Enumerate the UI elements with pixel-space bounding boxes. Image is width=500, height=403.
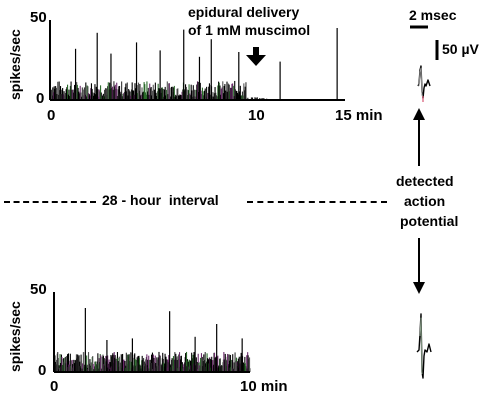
arrow-up-to-trace xyxy=(413,108,425,166)
action-potential-trace-top xyxy=(417,65,431,102)
interval-dash-right xyxy=(247,201,387,203)
caption-action: action xyxy=(404,193,446,209)
top-x-tick-15: 15 min xyxy=(335,107,383,124)
caption-detected: detected xyxy=(396,173,454,189)
bottom-x-tick-10: 10 min xyxy=(240,378,288,395)
bottom-x-tick-0: 0 xyxy=(50,378,59,395)
arrow-down-to-trace xyxy=(413,238,425,294)
bottom-y-tick-0: 0 xyxy=(38,362,47,379)
top-y-tick-50: 50 xyxy=(30,9,47,26)
caption-potential: potential xyxy=(400,213,459,229)
interval-label: 28 - hour interval xyxy=(102,192,219,208)
interval-dash-left xyxy=(4,201,96,203)
muscimol-arrow xyxy=(246,47,266,66)
voltage-scale-label: 50 µV xyxy=(442,41,479,57)
muscimol-annotation-line2: of 1 mM muscimol xyxy=(188,22,311,38)
bottom-firing-rate-plot xyxy=(53,292,251,373)
top-y-tick-0: 0 xyxy=(36,90,45,107)
top-x-tick-0: 0 xyxy=(47,107,56,124)
action-potential-trace-bottom xyxy=(416,313,432,379)
top-x-tick-10: 10 xyxy=(248,107,265,124)
bottom-y-tick-50: 50 xyxy=(30,281,47,298)
muscimol-annotation-line1: epidural delivery xyxy=(188,4,300,20)
time-scale-label: 2 msec xyxy=(409,7,457,23)
top-firing-rate-plot xyxy=(49,20,345,101)
